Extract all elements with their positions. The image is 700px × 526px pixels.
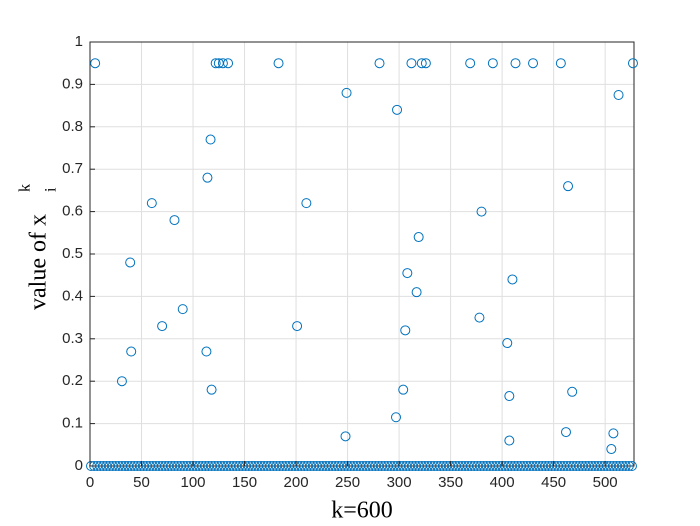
point bbox=[374, 58, 385, 69]
point bbox=[476, 206, 487, 217]
point bbox=[465, 58, 476, 69]
x-tick-label: 50 bbox=[133, 474, 150, 491]
point bbox=[606, 444, 617, 455]
point bbox=[555, 58, 566, 69]
point bbox=[210, 58, 221, 69]
y-axis-label-subscript: i bbox=[43, 187, 60, 192]
point bbox=[223, 58, 234, 69]
point bbox=[626, 461, 637, 471]
point bbox=[623, 461, 634, 471]
y-tick-label: 1 bbox=[75, 33, 83, 50]
x-tick-label: 250 bbox=[335, 474, 360, 491]
y-tick-label: 0.2 bbox=[62, 372, 83, 389]
point bbox=[400, 325, 411, 336]
point bbox=[474, 312, 485, 323]
point bbox=[301, 198, 312, 209]
point bbox=[292, 321, 303, 332]
point bbox=[201, 346, 212, 357]
point bbox=[202, 172, 213, 183]
point bbox=[608, 428, 619, 439]
point bbox=[340, 431, 351, 442]
point bbox=[273, 58, 284, 69]
y-tick-label: 0.7 bbox=[62, 160, 83, 177]
point bbox=[613, 90, 624, 100]
point bbox=[507, 274, 518, 285]
y-tick-label: 0.6 bbox=[62, 203, 83, 220]
point bbox=[126, 346, 137, 357]
point bbox=[411, 287, 422, 298]
point bbox=[620, 461, 631, 471]
point bbox=[528, 58, 539, 69]
y-tick-label: 0.8 bbox=[62, 118, 83, 135]
point bbox=[169, 215, 180, 226]
point bbox=[391, 412, 401, 423]
point bbox=[627, 58, 638, 69]
y-axis-label-superscript: k bbox=[17, 184, 34, 192]
points bbox=[86, 58, 638, 471]
point bbox=[177, 304, 188, 315]
point bbox=[90, 58, 101, 69]
point bbox=[567, 386, 578, 397]
point bbox=[416, 58, 427, 69]
point bbox=[402, 268, 413, 279]
point bbox=[413, 232, 424, 243]
x-tick-label: 200 bbox=[284, 474, 309, 491]
grid bbox=[89, 41, 634, 467]
y-tick-label: 0.9 bbox=[62, 75, 83, 92]
x-tick-label: 100 bbox=[181, 474, 206, 491]
x-axis-label: k=600 bbox=[331, 498, 393, 524]
point bbox=[502, 338, 513, 349]
point bbox=[157, 321, 168, 332]
point bbox=[504, 391, 515, 402]
y-tick-label: 0.5 bbox=[62, 245, 83, 262]
point bbox=[398, 384, 409, 395]
point bbox=[563, 181, 574, 192]
point bbox=[116, 376, 127, 387]
y-tick-label: 0.3 bbox=[62, 330, 83, 347]
x-tick-label: 500 bbox=[593, 474, 618, 491]
point bbox=[561, 427, 571, 438]
point bbox=[487, 58, 498, 69]
x-tick-label: 400 bbox=[490, 474, 515, 491]
x-tick-label: 300 bbox=[387, 474, 412, 491]
point bbox=[205, 134, 216, 145]
y-axis-label-group: value of x k i bbox=[17, 184, 60, 310]
x-tick-label: 150 bbox=[232, 474, 257, 491]
x-tick-label: 0 bbox=[86, 474, 94, 491]
x-tick-label: 350 bbox=[438, 474, 463, 491]
point bbox=[146, 198, 157, 209]
point bbox=[206, 384, 217, 395]
point bbox=[392, 104, 403, 115]
point bbox=[341, 87, 352, 98]
point bbox=[420, 58, 431, 69]
y-tick-label: 0.4 bbox=[62, 287, 83, 304]
point bbox=[504, 435, 515, 446]
point bbox=[217, 58, 228, 69]
y-tick-label: 0 bbox=[75, 457, 83, 474]
x-tick-label: 450 bbox=[541, 474, 566, 491]
point bbox=[510, 58, 521, 69]
point bbox=[406, 58, 417, 69]
point bbox=[125, 257, 136, 268]
y-tick-label: 0.1 bbox=[62, 415, 83, 432]
y-axis-label: value of x bbox=[26, 214, 52, 310]
